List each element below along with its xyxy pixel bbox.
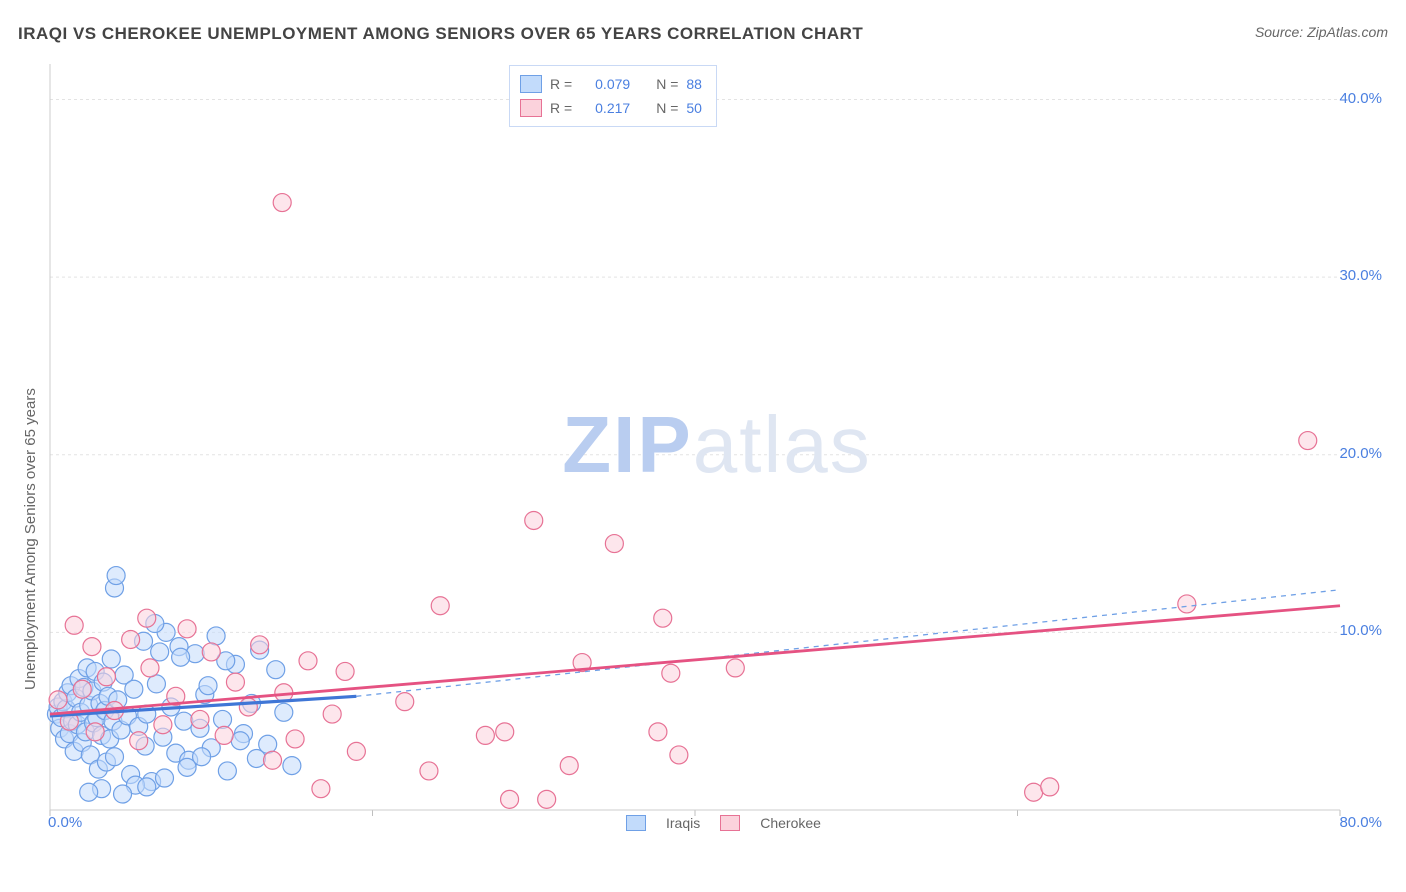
n-label: N = (656, 100, 678, 116)
y-tick-label: 30.0% (1339, 267, 1382, 284)
r-value: 0.079 (580, 76, 630, 92)
legend-swatch (720, 815, 740, 831)
r-value: 0.217 (580, 100, 630, 116)
series-legend: Iraqis Cherokee (626, 815, 821, 831)
r-label: R = (550, 100, 572, 116)
r-label: R = (550, 76, 572, 92)
series-swatch (520, 99, 542, 117)
stats-legend-box: R = 0.079 N = 88 R = 0.217 N = 50 (509, 65, 717, 127)
chart-title: IRAQI VS CHEROKEE UNEMPLOYMENT AMONG SEN… (18, 24, 863, 44)
x-tick-label: 80.0% (1339, 814, 1382, 831)
n-value: 50 (686, 100, 702, 116)
legend-label: Cherokee (760, 815, 821, 831)
legend-swatch (626, 815, 646, 831)
series-swatch (520, 75, 542, 93)
y-tick-label: 10.0% (1339, 622, 1382, 639)
y-axis-label: Unemployment Among Seniors over 65 years (22, 388, 39, 690)
stats-row: R = 0.079 N = 88 (520, 72, 702, 96)
legend-label: Iraqis (666, 815, 700, 831)
y-tick-label: 40.0% (1339, 90, 1382, 107)
x-tick-label: 0.0% (48, 814, 82, 831)
stats-row: R = 0.217 N = 50 (520, 96, 702, 120)
plot-area: ZIPatlas R = 0.079 N = 88 R = 0.217 N = … (46, 60, 1388, 830)
n-value: 88 (686, 76, 702, 92)
scatter-chart-svg (46, 60, 1388, 830)
n-label: N = (656, 76, 678, 92)
source-attribution: Source: ZipAtlas.com (1255, 24, 1388, 40)
y-tick-label: 20.0% (1339, 445, 1382, 462)
